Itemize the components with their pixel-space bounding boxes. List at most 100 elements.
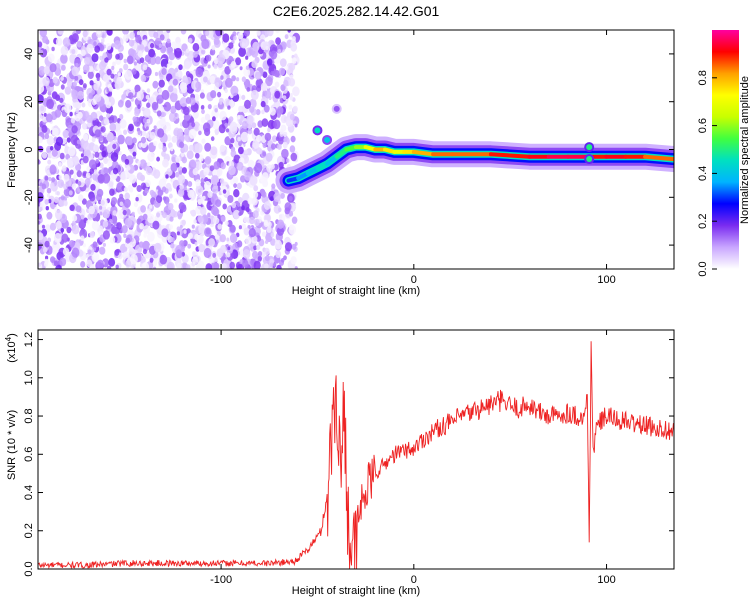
noise-speckle [128, 92, 134, 100]
noise-speckle [124, 192, 130, 200]
noise-speckle [237, 32, 244, 40]
x-tick-label: -100 [210, 574, 232, 586]
noise-speckle [100, 198, 108, 208]
noise-speckle [129, 31, 135, 39]
noise-speckle [289, 62, 296, 71]
noise-speckle [148, 48, 156, 58]
noise-speckle [284, 34, 289, 40]
noise-speckle [81, 198, 87, 205]
noise-speckle [213, 37, 220, 45]
noise-speckle [211, 205, 219, 216]
noise-speckle [186, 188, 190, 193]
noise-speckle [225, 77, 233, 88]
noise-speckle [225, 221, 229, 226]
noise-speckle [149, 131, 156, 140]
noise-speckle [180, 152, 185, 157]
noise-speckle [161, 68, 167, 75]
noise-speckle [261, 231, 267, 237]
noise-speckle [187, 243, 192, 249]
noise-speckle [195, 81, 202, 90]
noise-speckle [156, 212, 161, 218]
noise-speckle [233, 35, 237, 41]
ridge-core [643, 154, 674, 162]
noise-speckle [66, 80, 73, 88]
noise-speckle [251, 197, 258, 206]
noise-speckle [263, 219, 268, 226]
noise-speckle [60, 76, 64, 81]
noise-speckle [52, 127, 59, 136]
noise-speckle [226, 74, 230, 79]
y-tick-label: 20 [23, 96, 35, 108]
noise-speckle [102, 52, 107, 59]
noise-speckle [198, 130, 202, 136]
noise-speckle [185, 48, 190, 53]
noise-speckle [239, 66, 243, 71]
noise-speckle [236, 77, 240, 82]
noise-speckle [75, 164, 80, 171]
noise-speckle [173, 129, 179, 136]
noise-speckle [117, 134, 125, 145]
noise-speckle [253, 245, 257, 251]
noise-speckle [236, 240, 243, 248]
noise-speckle [200, 178, 205, 183]
noise-speckle [158, 88, 163, 94]
noise-speckle [134, 109, 140, 117]
noise-speckle [68, 190, 73, 196]
noise-speckle [204, 227, 212, 238]
y-tick-label: 1.2 [23, 332, 35, 347]
noise-speckle [289, 145, 296, 153]
ridge-blob [324, 136, 331, 143]
noise-speckle [194, 241, 198, 246]
noise-speckle [283, 131, 288, 137]
noise-speckle [288, 224, 297, 235]
noise-speckle [59, 97, 64, 104]
noise-speckle [290, 42, 298, 52]
noise-speckle [214, 234, 220, 240]
noise-speckle [156, 110, 162, 117]
noise-speckle [91, 220, 100, 231]
noise-speckle [82, 155, 89, 164]
noise-speckle [138, 241, 144, 248]
snr-scale-label: (x104) [4, 333, 18, 363]
noise-speckle [63, 173, 70, 182]
noise-speckle [179, 224, 183, 229]
noise-speckle [198, 124, 205, 132]
noise-speckle [38, 104, 46, 114]
noise-speckle [257, 251, 263, 257]
noise-speckle [112, 167, 119, 175]
noise-speckle [143, 225, 150, 235]
noise-speckle [139, 44, 145, 50]
noise-speckle [243, 67, 251, 77]
noise-speckle [115, 264, 119, 269]
noise-speckle [60, 84, 65, 90]
noise-speckle [219, 234, 226, 243]
noise-speckle [76, 170, 83, 178]
noise-speckle [225, 128, 230, 133]
y-tick-label: 0.0 [23, 561, 35, 576]
noise-speckle [264, 263, 269, 269]
noise-speckle [51, 91, 58, 100]
noise-speckle [280, 192, 285, 199]
ridge-blob [586, 156, 593, 163]
noise-speckle [112, 143, 117, 149]
noise-speckle [171, 135, 178, 143]
noise-speckle [85, 149, 91, 156]
noise-speckle [233, 189, 240, 198]
noise-speckle [55, 220, 62, 229]
noise-speckle [278, 207, 282, 213]
noise-speckle [255, 109, 261, 116]
noise-speckle [69, 169, 74, 175]
noise-speckle [103, 167, 109, 174]
noise-speckle [103, 132, 108, 138]
noise-speckle [227, 246, 231, 251]
noise-speckle [51, 177, 56, 183]
colorbar-tick-label: 0.4 [697, 166, 709, 181]
noise-speckle [82, 172, 87, 177]
noise-speckle [59, 257, 67, 267]
noise-speckle [180, 262, 189, 269]
noise-speckle [270, 164, 275, 170]
noise-speckle [218, 124, 226, 134]
noise-speckle [145, 126, 149, 131]
noise-speckle [229, 233, 238, 243]
noise-speckle [88, 205, 95, 215]
